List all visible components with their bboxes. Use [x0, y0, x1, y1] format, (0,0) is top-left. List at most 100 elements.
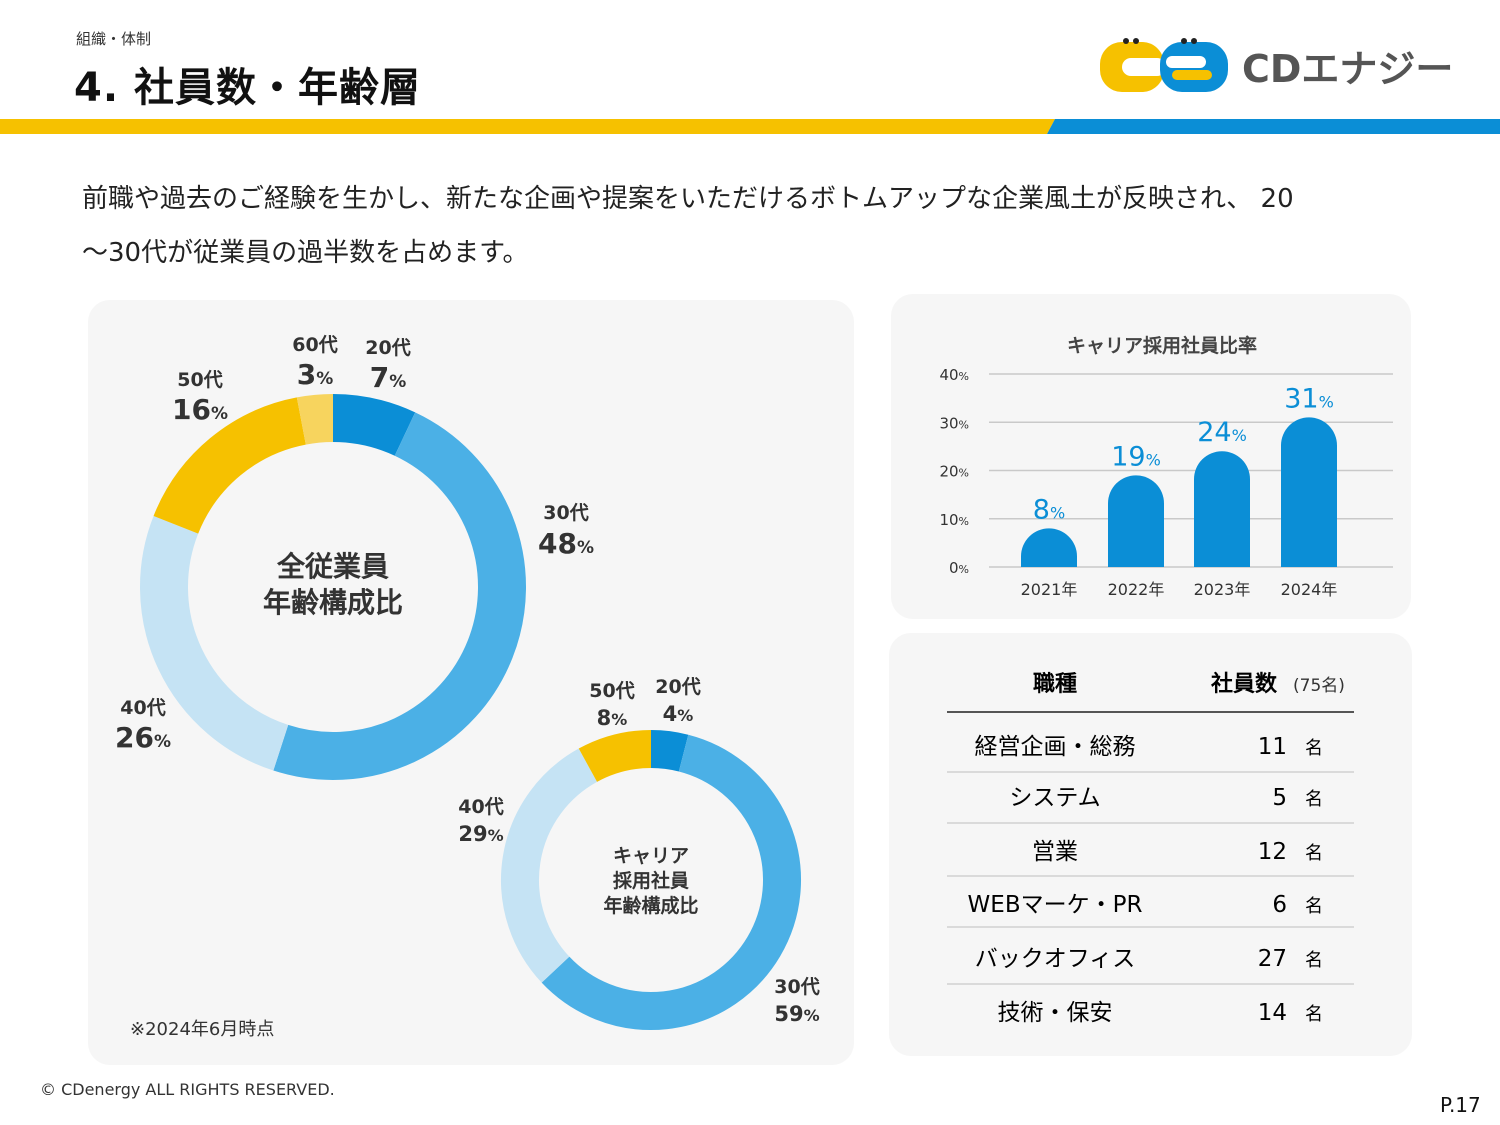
table-row: 経営企画・総務 11 名 [975, 734, 1324, 760]
donut1-cat-60s: 60代 [292, 334, 337, 356]
page-title: 4. 社員数・年齢層 [74, 65, 421, 111]
bar-2022年 [1108, 475, 1164, 567]
table-cell-count: 27 [1258, 946, 1287, 972]
donut1-slice-0 [332, 394, 416, 457]
all-employees-donut [140, 394, 526, 780]
table-row: WEBマーケ・PR 6 名 [968, 892, 1323, 918]
donut2-cat-40s: 40代 [458, 796, 503, 818]
table-row: 技術・保安 14 名 [998, 1000, 1324, 1026]
bar-2023年 [1194, 451, 1250, 567]
bar-ytick-label: 10% [939, 511, 969, 529]
logo-mark-icon [1100, 38, 1228, 92]
donut2-slice-2 [501, 748, 598, 983]
table-cell-unit: 名 [1305, 843, 1323, 864]
donut1-cat-40s: 40代 [120, 697, 165, 719]
donut1-cat-50s: 50代 [177, 369, 222, 391]
page-number: P.17 [1440, 1093, 1481, 1117]
table-cell-role: バックオフィス [975, 946, 1136, 972]
intro-text: 前職や過去のご経験を生かし、新たな企画や提案をいただけるボトムアップな企業風土が… [82, 172, 1452, 280]
donut1-val-50s: 16 [172, 393, 211, 426]
svg-text:3%: 3% [297, 358, 334, 391]
donut2-slice-0 [650, 730, 689, 772]
table-cell-count: 5 [1272, 785, 1287, 811]
bar-ytick-label: 20% [939, 463, 969, 481]
svg-text:26%: 26% [115, 721, 171, 754]
table-header-role: 職種 [1033, 671, 1077, 697]
donut1-val-40s: 26 [115, 721, 154, 754]
donut2-cat-50s: 50代 [589, 680, 634, 702]
bar-category-label: 2023年 [1194, 580, 1251, 599]
donut1-label-50s: 50代 16% [172, 369, 228, 426]
as-of-note: ※2024年6月時点 [130, 1019, 275, 1040]
donut1-label-20s: 20代 7% [365, 337, 410, 394]
bar-category-label: 2024年 [1281, 580, 1338, 599]
donut2-val-20s: 4 [663, 702, 678, 726]
donut2-slice-1 [541, 734, 801, 1030]
header-band [0, 119, 1500, 134]
donut2-label-30s: 30代 59% [774, 976, 819, 1026]
bar-value-label: 19% [1111, 441, 1161, 472]
donut1-cat-30s: 30代 [543, 502, 588, 524]
intro-line-1: 前職や過去のご経験を生かし、新たな企画や提案をいただけるボトムアップな企業風土が… [82, 184, 1294, 214]
donut2-slice-3 [578, 730, 652, 783]
company-logo: CDエナジー [1100, 38, 1453, 92]
donut1-title-line2: 年齢構成比 [263, 586, 403, 619]
table-row: システム 5 名 [1009, 785, 1323, 811]
bar-ytick-label: 40% [939, 366, 969, 384]
bar-category-label: 2021年 [1021, 580, 1078, 599]
bar-2021年 [1021, 528, 1077, 567]
bar-ytick-label: 30% [939, 414, 969, 432]
svg-text:59%: 59% [774, 1002, 819, 1026]
donut1-cat-20s: 20代 [365, 337, 410, 359]
section-label: 組織・体制 [76, 30, 152, 48]
bar-chart-title: キャリア採用社員比率 [1067, 334, 1257, 357]
table-cell-role: 営業 [1032, 839, 1078, 865]
copyright: © CDenergy ALL RIGHTS RESERVED. [40, 1080, 335, 1099]
bar-category-label: 2022年 [1108, 580, 1165, 599]
table-cell-unit: 名 [1305, 738, 1323, 759]
table-cell-unit: 名 [1305, 789, 1323, 810]
donut1-slice-3 [153, 397, 307, 535]
bar-value-label: 31% [1284, 383, 1334, 414]
table-cell-role: システム [1009, 785, 1100, 811]
table-cell-count: 11 [1258, 734, 1287, 760]
donut2-val-50s: 8 [597, 706, 612, 730]
table-cell-role: 経営企画・総務 [975, 734, 1136, 760]
career-hire-bar-chart: キャリア採用社員比率 0% 10% 20% 30% 40% 8% 2021年 19% 2022… [939, 334, 1393, 599]
table-cell-count: 14 [1258, 1000, 1287, 1026]
donut1-slice-1 [273, 412, 526, 780]
donut2-cat-30s: 30代 [774, 976, 819, 998]
donut1-label-60s: 60代 3% [292, 334, 337, 391]
table-cell-unit: 名 [1305, 1004, 1323, 1025]
bar-ytick-label: 0% [949, 559, 969, 577]
career-hire-donut [501, 730, 801, 1030]
table-header-count: 社員数 [1211, 671, 1278, 697]
donut1-slice-4 [296, 394, 334, 445]
table-header-total: (75名) [1293, 676, 1345, 696]
donut2-title-line2: 採用社員 [613, 869, 689, 892]
donut1-val-30s: 48 [538, 527, 577, 560]
donut1-label-40s: 40代 26% [115, 697, 171, 754]
donut1-center-title: 全従業員 年齢構成比 [263, 550, 403, 619]
donut1-val-20s: 7 [370, 361, 389, 394]
svg-text:16%: 16% [172, 393, 228, 426]
table-cell-unit: 名 [1305, 950, 1323, 971]
table-row: 営業 12 名 [1032, 839, 1323, 865]
donut2-val-30s: 59 [774, 1002, 803, 1026]
donut2-cat-20s: 20代 [655, 676, 700, 698]
donut2-center-title: キャリア 採用社員 年齢構成比 [603, 845, 698, 917]
svg-text:7%: 7% [370, 361, 407, 394]
svg-text:4%: 4% [663, 702, 694, 726]
donut1-label-30s: 30代 48% [538, 502, 594, 560]
bar-value-label: 8% [1033, 494, 1065, 525]
bar-2024年 [1281, 417, 1337, 567]
donut2-label-20s: 20代 4% [655, 676, 700, 726]
table-cell-unit: 名 [1305, 896, 1323, 917]
donut2-label-50s: 50代 8% [589, 680, 634, 730]
job-type-table-panel [889, 633, 1412, 1056]
table-cell-count: 12 [1258, 839, 1287, 865]
age-donut-charts: 全従業員 年齢構成比 キャリア 採用社員 年齢構成比 60代 3% 20代 7%… [115, 334, 820, 1030]
donut2-val-40s: 29 [458, 822, 487, 846]
